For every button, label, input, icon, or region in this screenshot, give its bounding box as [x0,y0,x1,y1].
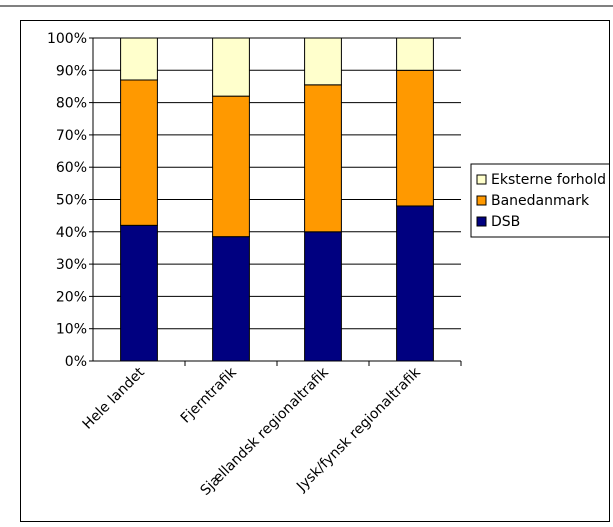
bar-segment [396,37,434,71]
legend: Eksterne forhold Banedanmark DSB [470,163,612,238]
bars [120,37,434,362]
bar-segment [396,205,434,362]
legend-label: Eksterne forhold [491,172,606,188]
bar-segment [304,37,342,86]
y-tick-label: 50% [56,193,87,209]
x-tick-label: Fjerntrafik [178,364,241,427]
y-tick-label: 100% [47,31,87,47]
y-tick-label: 0% [65,354,87,370]
y-tick-label: 30% [56,257,87,273]
y-tick-label: 10% [56,322,87,338]
bar-segment [212,37,250,97]
legend-label: DSB [491,214,520,230]
legend-label: Banedanmark [491,193,590,209]
legend-swatch [476,174,487,185]
bar-segment [396,69,434,207]
bar-segment [304,84,342,233]
axes [89,37,462,366]
bar-segment [120,79,158,226]
y-tick-label: 80% [56,96,87,112]
chart-frame: 0% 10% 20% 30% 40% 50% 60% 70% 80% 90% 100% Hele l… [20,20,612,522]
legend-box [470,163,612,238]
bar-segment [212,95,250,238]
y-tick-label: 60% [56,160,87,176]
stacked-bar-chart: 0% 10% 20% 30% 40% 50% 60% 70% 80% 90% 100% Hele l… [47,31,612,499]
y-tick-label: 40% [56,225,87,241]
y-tick-labels: 0% 10% 20% 30% 40% 50% 60% 70% 80% 90% 100% [47,31,87,370]
bar-segment [304,231,342,362]
y-tick-label: 90% [56,63,87,79]
x-tick-label: Hele landet [80,364,149,433]
y-tick-label: 20% [56,289,87,305]
bar-segment [120,37,158,81]
top-edge-marks [0,5,613,7]
legend-swatch [476,195,487,206]
y-tick-label: 70% [56,128,87,144]
legend-swatch [476,216,487,227]
bar-segment [120,224,158,362]
top-edge-strip [0,0,613,10]
bar-segment [212,236,250,362]
